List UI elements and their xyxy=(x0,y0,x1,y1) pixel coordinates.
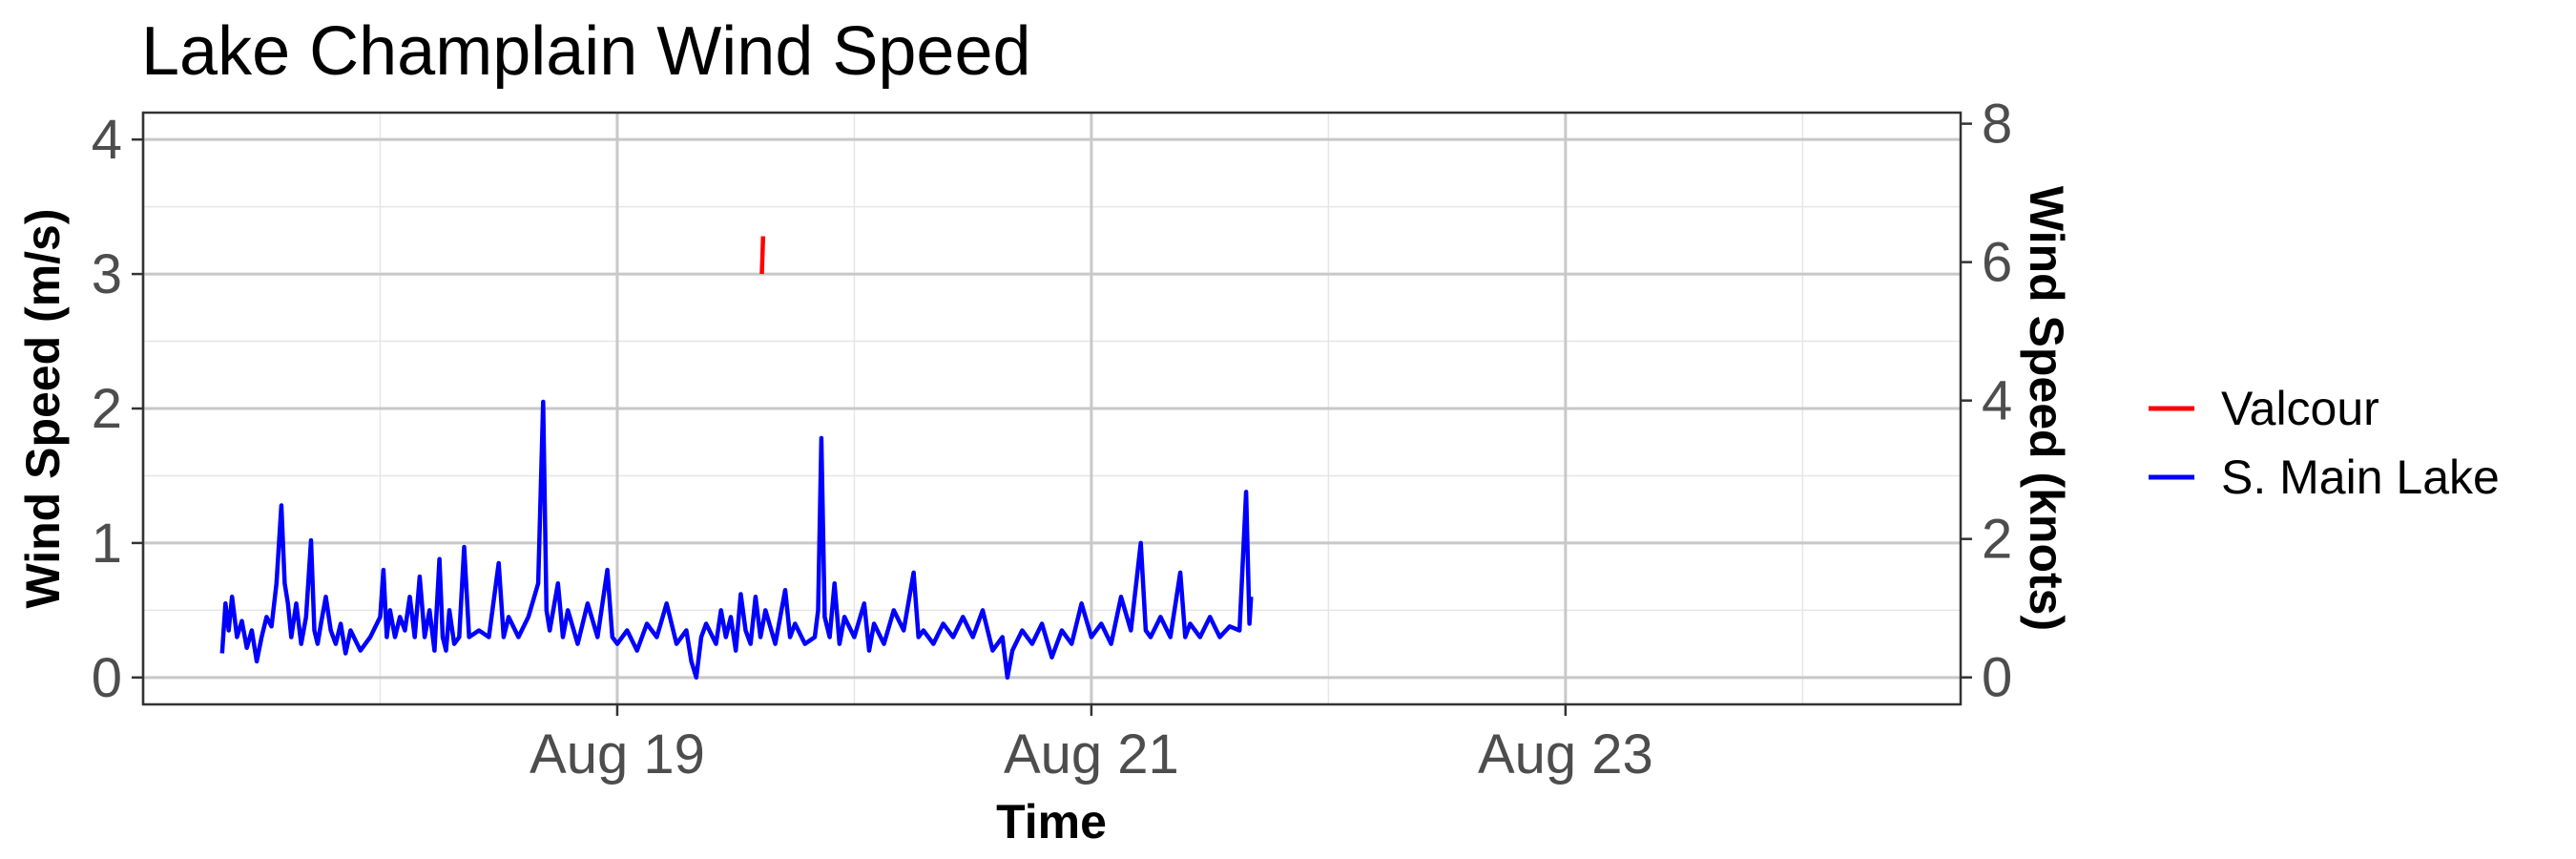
y2-tick-label: 4 xyxy=(1982,370,2012,432)
series-layer xyxy=(219,236,1254,681)
y2-tick-label: 2 xyxy=(1982,509,2012,571)
y-tick-label: 1 xyxy=(92,513,122,575)
legend-label-valcour: Valcour xyxy=(2221,382,2379,435)
x-tick-label: Aug 19 xyxy=(530,723,705,786)
y-axis-title: Wind Speed (m/s) xyxy=(16,208,70,608)
y2-axis-ticks: 0 2 4 6 8 xyxy=(1961,94,2012,709)
x-tick-label: Aug 23 xyxy=(1478,723,1653,786)
legend: Valcour S. Main Lake xyxy=(2149,382,2500,504)
y-tick-label: 0 xyxy=(92,647,122,709)
y2-tick-label: 0 xyxy=(1982,647,2012,709)
y2-tick-label: 6 xyxy=(1982,232,2012,294)
y-axis-ticks: 0 1 2 3 4 xyxy=(92,109,143,709)
legend-label-s-main-lake: S. Main Lake xyxy=(2221,450,2500,504)
x-axis-title: Time xyxy=(996,795,1107,849)
series-line-valcour xyxy=(759,236,766,275)
series-line-s-main-lake xyxy=(219,399,1254,681)
y-tick-label: 3 xyxy=(92,243,122,305)
y2-axis-title: Wind Speed (knots) xyxy=(2020,186,2073,631)
x-tick-label: Aug 21 xyxy=(1004,723,1179,786)
chart-title: Lake Champlain Wind Speed xyxy=(141,13,1031,90)
y2-tick-label: 8 xyxy=(1982,94,2012,156)
y-tick-label: 4 xyxy=(92,109,122,171)
x-axis-ticks: Aug 19 Aug 21 Aug 23 xyxy=(530,704,1653,786)
y-tick-label: 2 xyxy=(92,378,122,440)
